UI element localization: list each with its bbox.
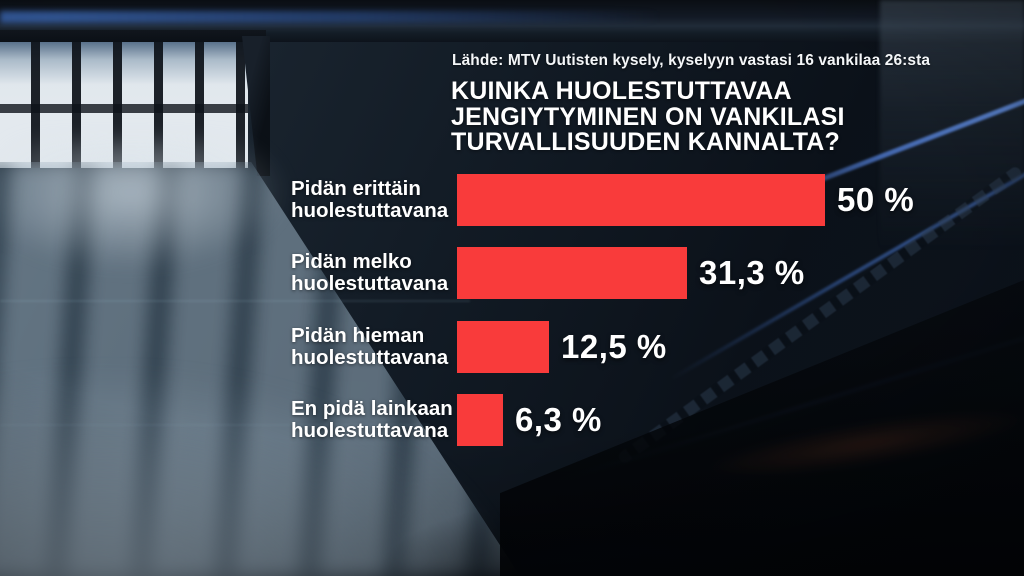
category-label: En pidä lainkaan huolestuttavana (291, 397, 453, 442)
category-label: Pidän erittäin huolestuttavana (291, 177, 449, 222)
source-caption: Lähde: MTV Uutisten kysely, kyselyyn vas… (452, 52, 931, 69)
chart-row: Pidän erittäin huolestuttavana 50 % (0, 174, 1024, 226)
value-label: 31,3 % (699, 254, 805, 291)
value-label: 6,3 % (515, 401, 602, 438)
bar (457, 174, 825, 226)
bar (457, 321, 549, 373)
value-label: 50 % (837, 181, 915, 218)
chart-row: En pidä lainkaan huolestuttavana 6,3 % (0, 394, 1024, 446)
chart-row: Pidän hieman huolestuttavana 12,5 % (0, 321, 1024, 373)
bar (457, 394, 503, 446)
bar-track: 50 % (457, 174, 914, 226)
bar (457, 247, 687, 299)
chart-row: Pidän melko huolestuttavana 31,3 % (0, 247, 1024, 299)
chart-title: KUINKA HUOLESTUTTAVAA JENGIYTYMINEN ON V… (451, 77, 845, 156)
bar-track: 12,5 % (457, 321, 667, 373)
value-label: 12,5 % (561, 328, 667, 365)
category-label: Pidän melko huolestuttavana (291, 250, 449, 295)
bar-track: 31,3 % (457, 247, 805, 299)
category-label: Pidän hieman huolestuttavana (291, 324, 449, 369)
bar-track: 6,3 % (457, 394, 602, 446)
